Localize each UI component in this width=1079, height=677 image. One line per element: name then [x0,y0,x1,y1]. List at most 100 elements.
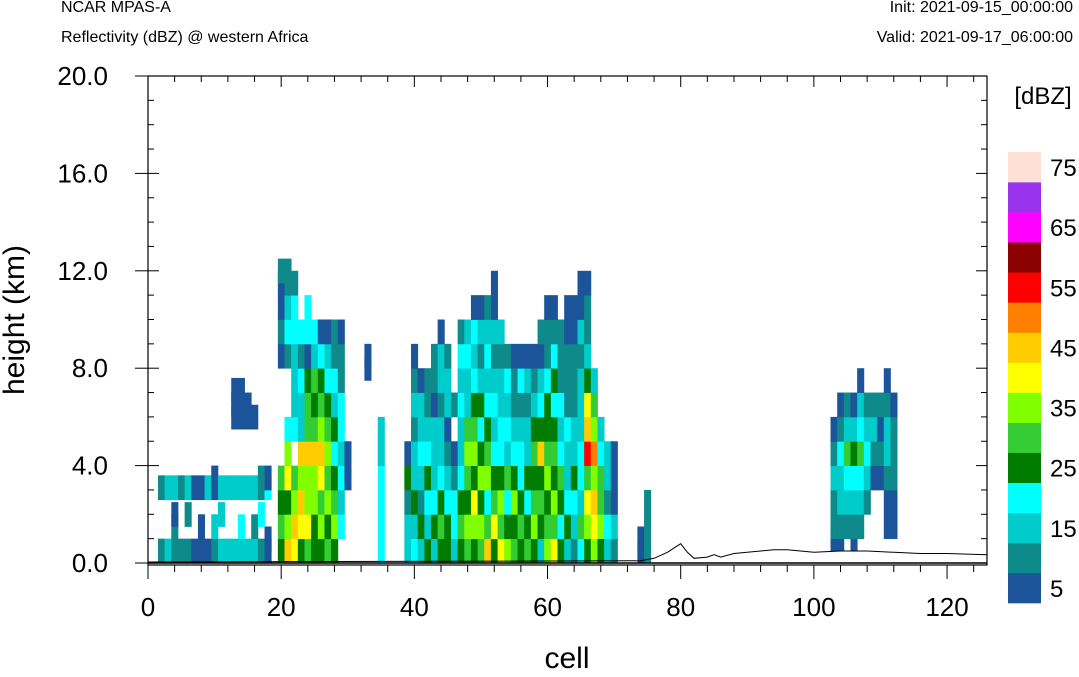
reflectivity-cell [870,465,878,491]
reflectivity-cell [490,368,498,393]
plot-frame [147,75,988,566]
reflectivity-cell [584,368,592,393]
reflectivity-cell [304,538,312,564]
reflectivity-cell [550,392,558,418]
reflectivity-cell [497,465,505,491]
reflectivity-cell [557,514,565,540]
reflectivity-cell [424,416,432,442]
reflectivity-cell [577,319,585,345]
reflectivity-cell [484,489,492,515]
reflectivity-cell [837,416,845,442]
reflectivity-cell [317,343,325,369]
reflectivity-cell [570,319,578,345]
reflectivity-cell [284,416,292,442]
reflectivity-cell [850,489,858,515]
reflectivity-cell [564,343,572,369]
reflectivity-cell [231,377,239,403]
reflectivity-cell [377,538,385,564]
reflectivity-cell [837,441,845,466]
y-tick-label: 8.0 [72,353,108,383]
reflectivity-cell [484,368,492,393]
reflectivity-cell [597,465,605,491]
colorbar-swatch [1008,272,1041,303]
reflectivity-cell [444,392,452,418]
y-tick-label: 0.0 [72,548,108,578]
reflectivity-cell [304,416,312,442]
reflectivity-cell [477,295,485,320]
reflectivity-cell [577,295,585,320]
reflectivity-cell [331,416,339,442]
reflectivity-cell [830,416,838,442]
reflectivity-cell [224,475,232,501]
reflectivity-cell [564,319,572,345]
reflectivity-cell [324,514,332,540]
reflectivity-cell [557,489,565,515]
reflectivity-cell [877,416,885,442]
reflectivity-cell [843,392,851,418]
reflectivity-cell [297,416,305,442]
x-tick-label: 80 [666,592,695,622]
colorbar-swatch [1008,182,1041,213]
reflectivity-cell [344,441,352,466]
reflectivity-cell [284,343,292,369]
reflectivity-cell [331,514,339,540]
reflectivity-cell [411,465,419,491]
reflectivity-cell [470,343,479,369]
reflectivity-cell [231,538,239,564]
x-tick-label: 100 [792,592,835,622]
reflectivity-cell [610,465,618,491]
reflectivity-cell [584,416,592,442]
reflectivity-cell [231,392,239,418]
reflectivity-cell [863,441,871,466]
reflectivity-cell [311,489,319,515]
reflectivity-cell [577,465,585,491]
reflectivity-cell [537,392,545,418]
reflectivity-cell [490,538,498,564]
reflectivity-cell [437,416,445,442]
reflectivity-cell [171,538,179,564]
reflectivity-cell [291,368,299,393]
reflectivity-cell [830,489,838,515]
colorbar-label: 35 [1050,396,1077,423]
y-axis-label: height (km) [0,245,31,395]
reflectivity-cell [604,489,612,515]
colorbar-swatch [1008,362,1041,393]
reflectivity-cell [504,343,512,369]
reflectivity-cell [870,392,878,418]
reflectivity-cell [497,416,505,442]
reflectivity-cell [264,526,272,552]
reflectivity-cell [477,441,485,466]
reflectivity-cell [477,465,485,491]
reflectivity-cell [284,489,292,515]
reflectivity-cell [197,538,205,564]
reflectivity-cell [537,538,545,564]
reflectivity-cell [843,441,851,466]
reflectivity-cell [497,368,505,393]
reflectivity-cell [490,416,498,442]
reflectivity-cell [544,416,552,442]
reflectivity-cell [837,514,845,540]
init-time-label: Init: 2021-09-15_00:00:00 [889,0,1073,16]
reflectivity-cell [431,416,439,442]
reflectivity-cell [577,392,585,418]
reflectivity-cell [610,538,618,564]
reflectivity-cell [497,343,505,369]
reflectivity-cell [890,441,898,466]
reflectivity-cell [570,368,578,393]
reflectivity-cell [311,416,319,442]
reflectivity-cell [331,441,339,466]
reflectivity-cell [477,489,485,515]
y-tick-label: 20.0 [57,61,108,91]
reflectivity-cell [870,416,878,442]
reflectivity-cell [297,538,305,564]
reflectivity-cell [417,465,425,491]
reflectivity-cell [304,295,312,320]
reflectivity-cell [431,392,439,418]
colorbar-swatch [1008,482,1041,514]
reflectivity-cell [537,441,545,466]
reflectivity-cell [184,538,192,564]
reflectivity-cell [377,465,385,491]
reflectivity-cell [644,514,652,540]
reflectivity-cell [404,441,412,466]
reflectivity-cell [324,538,332,564]
